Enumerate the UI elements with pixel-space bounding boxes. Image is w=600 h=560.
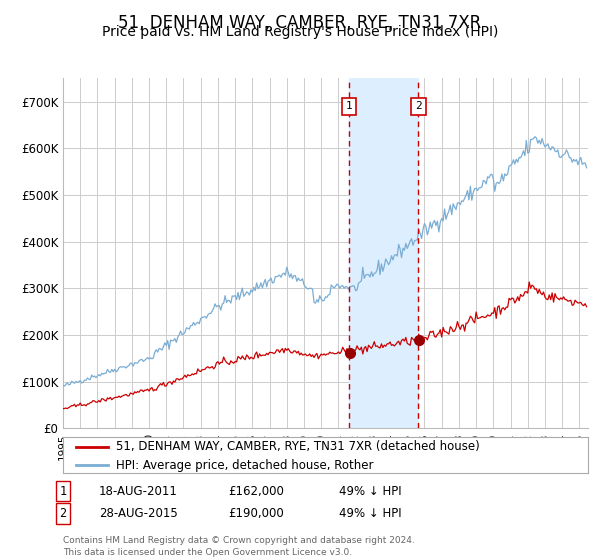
Text: 49% ↓ HPI: 49% ↓ HPI: [339, 507, 401, 520]
Text: £190,000: £190,000: [228, 507, 284, 520]
Text: 51, DENHAM WAY, CAMBER, RYE, TN31 7XR: 51, DENHAM WAY, CAMBER, RYE, TN31 7XR: [118, 14, 482, 32]
Text: 49% ↓ HPI: 49% ↓ HPI: [339, 484, 401, 498]
Text: £162,000: £162,000: [228, 484, 284, 498]
Text: 2: 2: [415, 101, 422, 111]
Text: 51, DENHAM WAY, CAMBER, RYE, TN31 7XR (detached house): 51, DENHAM WAY, CAMBER, RYE, TN31 7XR (d…: [115, 441, 479, 454]
Text: 2: 2: [59, 507, 67, 520]
Text: 18-AUG-2011: 18-AUG-2011: [99, 484, 178, 498]
Text: Price paid vs. HM Land Registry's House Price Index (HPI): Price paid vs. HM Land Registry's House …: [102, 25, 498, 39]
Text: 1: 1: [346, 101, 353, 111]
Text: HPI: Average price, detached house, Rother: HPI: Average price, detached house, Roth…: [115, 459, 373, 472]
Bar: [349, 78, 418, 428]
Text: 28-AUG-2015: 28-AUG-2015: [99, 507, 178, 520]
Text: Contains HM Land Registry data © Crown copyright and database right 2024.
This d: Contains HM Land Registry data © Crown c…: [63, 536, 415, 557]
Text: 1: 1: [59, 484, 67, 498]
